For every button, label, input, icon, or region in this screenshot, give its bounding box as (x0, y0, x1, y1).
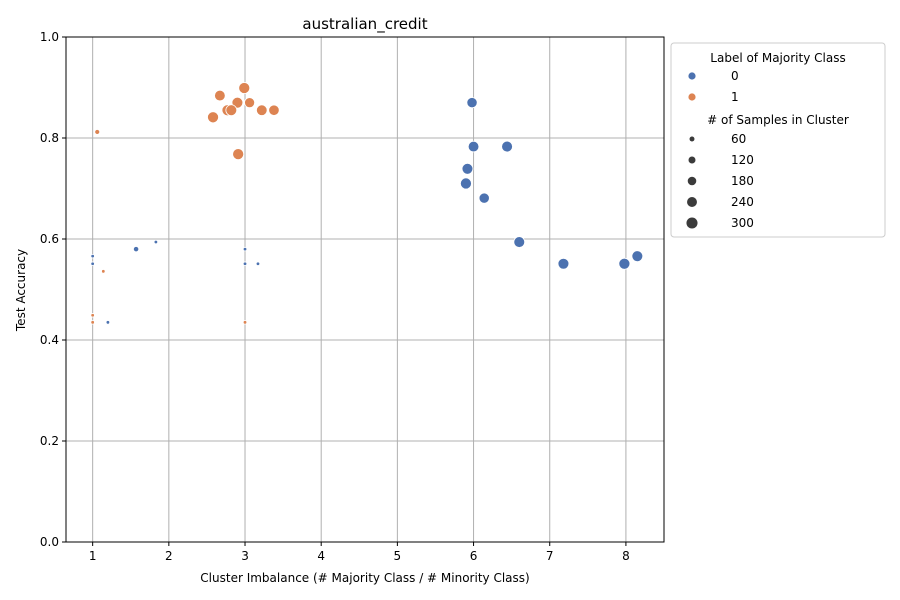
legend-size-label: 300 (731, 216, 754, 230)
data-point-class-1 (244, 97, 256, 109)
data-point-class-1 (242, 320, 248, 325)
legend-size-title: # of Samples in Cluster (707, 113, 849, 127)
y-tick-label: 1.0 (40, 30, 59, 44)
legend-entries: 0 1 60 120 180 240 300 (686, 69, 754, 230)
x-axis-label: Cluster Imbalance (# Majority Class / # … (200, 571, 529, 585)
data-point-class-1 (256, 104, 268, 116)
data-point-class-1 (90, 313, 95, 318)
data-point-class-1 (232, 148, 245, 161)
data-point-class-1 (214, 89, 226, 102)
data-point-class-0 (467, 140, 480, 153)
y-axis-ticks: 0.0 0.2 0.4 0.6 0.8 1.0 (40, 30, 66, 549)
legend-size-label: 180 (731, 174, 754, 188)
data-point-class-0 (153, 239, 159, 245)
data-point-class-1 (101, 269, 106, 274)
data-point-class-0 (557, 257, 570, 270)
chart-title: australian_credit (302, 15, 427, 34)
x-axis-ticks: 1 2 3 4 5 6 7 8 (89, 542, 630, 563)
data-point-class-0 (242, 246, 248, 252)
x-tick-label: 3 (241, 549, 249, 563)
y-tick-label: 0.0 (40, 535, 59, 549)
x-tick-label: 1 (89, 549, 97, 563)
x-tick-label: 5 (394, 549, 402, 563)
data-point-class-0 (466, 97, 478, 109)
data-point-class-1 (231, 96, 244, 109)
data-point-class-0 (459, 177, 472, 190)
data-point-class-1 (207, 111, 219, 124)
legend-size-marker (688, 156, 696, 164)
y-axis-label: Test Accuracy (14, 249, 28, 332)
data-point-class-0 (478, 192, 490, 204)
x-tick-label: 4 (317, 549, 325, 563)
data-point-class-0 (461, 162, 474, 175)
data-point-class-0 (90, 253, 95, 259)
data-point-class-0 (90, 261, 95, 266)
y-tick-label: 0.8 (40, 131, 59, 145)
legend-hue-title: Label of Majority Class (710, 51, 845, 65)
data-point-class-1 (94, 129, 101, 135)
data-point-class-1 (225, 104, 238, 117)
data-point-class-0 (618, 257, 631, 270)
x-tick-label: 8 (622, 549, 630, 563)
y-tick-label: 0.2 (40, 434, 59, 448)
legend: Label of Majority Class # of Samples in … (670, 42, 886, 238)
data-point-class-1 (268, 104, 280, 116)
legend-size-marker (687, 176, 697, 186)
data-point-class-1 (238, 82, 251, 94)
data-point-class-0 (501, 140, 513, 153)
plot-frame (65, 36, 665, 543)
legend-hue-marker (688, 93, 696, 101)
x-tick-label: 7 (546, 549, 554, 563)
legend-size-marker (689, 136, 695, 142)
x-tick-label: 2 (165, 549, 173, 563)
scatter-points (90, 82, 644, 325)
legend-size-label: 60 (731, 132, 746, 146)
data-point-class-0 (133, 246, 140, 253)
legend-hue-label: 0 (731, 69, 739, 83)
legend-size-label: 240 (731, 195, 754, 209)
data-point-class-0 (242, 261, 248, 266)
data-point-class-0 (631, 250, 644, 263)
data-point-class-0 (255, 261, 261, 266)
data-point-class-0 (105, 320, 111, 325)
legend-size-marker (686, 217, 698, 229)
x-tick-label: 6 (470, 549, 478, 563)
y-tick-label: 0.6 (40, 232, 59, 246)
legend-box (670, 42, 886, 238)
data-point-class-0 (513, 236, 526, 248)
y-tick-label: 0.4 (40, 333, 59, 347)
legend-hue-marker (688, 72, 696, 80)
legend-hue-label: 1 (731, 90, 739, 104)
legend-size-label: 120 (731, 153, 754, 167)
data-point-class-1 (90, 320, 95, 325)
legend-size-marker (687, 197, 697, 207)
